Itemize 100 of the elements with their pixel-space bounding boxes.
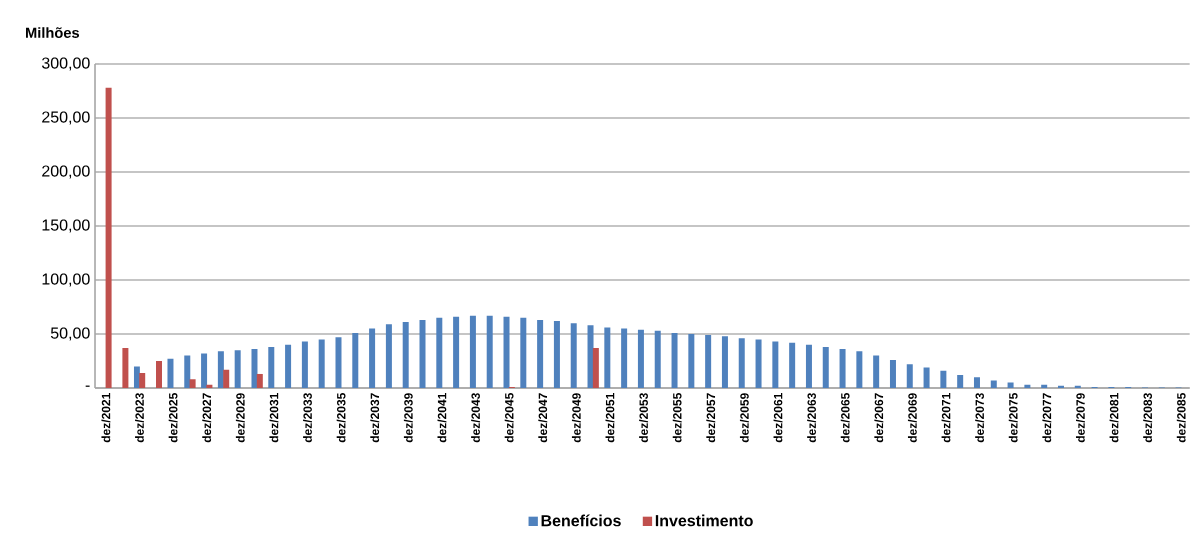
x-tick-label: dez/2085 xyxy=(1176,393,1186,443)
bar xyxy=(839,349,846,388)
bar xyxy=(156,361,162,388)
bar xyxy=(285,344,292,388)
legend-label: Investimento xyxy=(655,514,753,527)
bar xyxy=(1074,385,1081,388)
bar xyxy=(604,327,611,388)
bar xyxy=(133,366,140,388)
bar xyxy=(772,341,779,388)
bar xyxy=(256,373,263,388)
y-tick-label: 50,00 xyxy=(50,327,90,341)
x-tick-label: dez/2029 xyxy=(235,393,245,443)
x-tick-label: dez/2039 xyxy=(403,393,413,443)
bar xyxy=(234,350,241,388)
bar xyxy=(621,328,628,388)
bar xyxy=(1007,382,1014,388)
bar xyxy=(805,344,812,388)
bar xyxy=(301,341,308,388)
legend-label: Benefícios xyxy=(541,514,621,527)
x-tick-label: dez/2061 xyxy=(773,393,783,443)
y-axis-title: Milhões xyxy=(26,27,80,38)
bar xyxy=(369,328,376,388)
bar xyxy=(889,359,896,388)
y-tick-label: 100,00 xyxy=(42,273,90,287)
bar xyxy=(570,323,577,388)
bar xyxy=(352,332,359,388)
x-tick-label: dez/2083 xyxy=(1143,393,1153,443)
x-tick-label: dez/2067 xyxy=(874,393,884,443)
x-tick-label: dez/2081 xyxy=(1109,393,1119,443)
bar xyxy=(688,334,695,388)
y-tick-label: 250,00 xyxy=(42,111,90,125)
bar xyxy=(721,336,728,388)
bar xyxy=(789,342,796,388)
bar xyxy=(705,335,712,388)
x-tick-label: dez/2045 xyxy=(504,393,514,443)
x-tick-label: dez/2049 xyxy=(571,393,581,443)
bar xyxy=(822,346,829,388)
bar xyxy=(520,317,527,388)
bar xyxy=(486,315,493,388)
x-tick-label: dez/2071 xyxy=(941,393,951,443)
bar xyxy=(453,316,460,388)
x-tick-label: dez/2047 xyxy=(538,393,548,443)
x-tick-label: dez/2023 xyxy=(135,393,144,443)
x-tick-label: dez/2043 xyxy=(471,393,481,443)
bar xyxy=(402,322,409,388)
y-tick-label: 200,00 xyxy=(42,165,90,179)
bar xyxy=(206,384,213,388)
bar xyxy=(385,324,392,388)
bar xyxy=(923,367,930,388)
x-tick-label: dez/2031 xyxy=(269,393,279,443)
bar xyxy=(335,337,342,388)
x-tick-label: dez/2035 xyxy=(336,393,346,443)
bar xyxy=(973,377,980,388)
x-tick-label: dez/2065 xyxy=(840,393,850,443)
x-tick-label: dez/2033 xyxy=(303,393,313,443)
x-tick-label: dez/2053 xyxy=(639,393,649,443)
x-tick-label: dez/2037 xyxy=(370,393,380,443)
x-tick-label: dez/2063 xyxy=(807,393,817,443)
y-tick-label: 150,00 xyxy=(42,219,90,233)
x-tick-label: dez/2025 xyxy=(168,393,178,443)
bar xyxy=(1057,385,1064,388)
bar xyxy=(268,346,275,388)
bar xyxy=(436,317,443,388)
bar xyxy=(654,330,661,388)
bar xyxy=(217,351,224,388)
bar xyxy=(957,375,964,388)
y-tick-label: - xyxy=(85,385,90,387)
x-tick-label: dez/2075 xyxy=(1008,393,1018,443)
x-tick-label: dez/2055 xyxy=(672,393,682,443)
bar xyxy=(419,319,426,388)
bar xyxy=(1024,384,1031,388)
x-tick-label: dez/2051 xyxy=(605,393,615,443)
bar xyxy=(122,348,129,388)
x-tick-label: dez/2027 xyxy=(202,393,212,443)
x-tick-label: dez/2069 xyxy=(907,393,917,443)
bar xyxy=(469,315,476,388)
x-tick-label: dez/2073 xyxy=(975,393,985,443)
bar xyxy=(587,325,594,388)
bar xyxy=(105,87,112,388)
x-tick-label: dez/2021 xyxy=(101,393,111,443)
x-tick-label: dez/2077 xyxy=(1042,393,1052,443)
bar xyxy=(251,349,258,388)
x-tick-label: dez/2041 xyxy=(437,393,447,443)
bar xyxy=(537,319,544,388)
y-tick-label: 300,00 xyxy=(41,57,90,71)
bar xyxy=(184,355,191,388)
bar xyxy=(167,358,174,388)
bar xyxy=(990,380,997,388)
bar xyxy=(738,338,745,388)
bar xyxy=(139,372,146,388)
bar xyxy=(318,339,325,388)
bar xyxy=(1041,384,1048,388)
bar xyxy=(873,355,880,388)
bar xyxy=(671,332,678,388)
x-tick-label: dez/2079 xyxy=(1075,393,1085,443)
x-tick-label: dez/2057 xyxy=(706,393,716,443)
bar xyxy=(856,351,863,388)
bar xyxy=(755,339,762,388)
bar xyxy=(201,353,208,388)
bar xyxy=(223,369,230,388)
